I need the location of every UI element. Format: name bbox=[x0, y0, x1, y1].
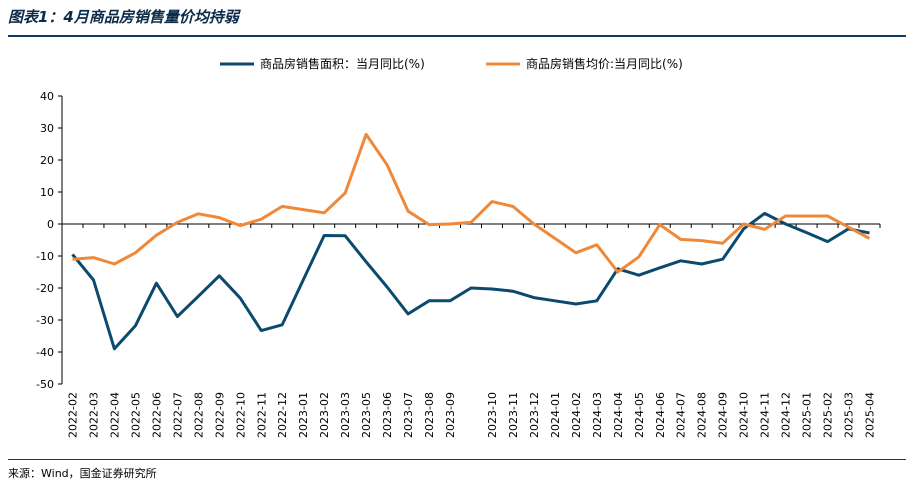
y-tick-label: 10 bbox=[40, 186, 54, 199]
y-tick-label: 30 bbox=[40, 122, 54, 135]
x-tick-label: 2022-07 bbox=[171, 392, 184, 438]
series-line-2 bbox=[72, 132, 871, 274]
x-tick-label: 2022-03 bbox=[87, 392, 100, 438]
x-tick-label: 2023-02 bbox=[318, 392, 331, 438]
x-tick-label: 2024-05 bbox=[633, 392, 646, 438]
series-lines bbox=[71, 132, 871, 351]
x-tick-label: 2024-11 bbox=[759, 392, 772, 438]
x-tick-label: 2025-03 bbox=[843, 392, 856, 438]
y-tick-label: -20 bbox=[36, 282, 54, 295]
y-tick-label: -30 bbox=[36, 314, 54, 327]
x-tick-label: 2022-09 bbox=[213, 392, 226, 438]
x-tick-label: 2022-12 bbox=[276, 392, 289, 438]
x-tick-label: 2025-02 bbox=[822, 392, 835, 438]
y-tick-label: -40 bbox=[36, 346, 54, 359]
y-tick-label: 40 bbox=[40, 90, 54, 103]
x-tick-label: 2022-08 bbox=[192, 392, 205, 438]
x-tick-label: 2024-09 bbox=[717, 392, 730, 438]
x-tick-label: 2025-04 bbox=[864, 392, 877, 438]
x-tick-label: 2023-08 bbox=[423, 392, 436, 438]
y-tick-label: -10 bbox=[36, 250, 54, 263]
x-tick-label: 2024-02 bbox=[570, 392, 583, 438]
x-axis: 2022-02 2022-03 2022-04 2022-05 2022-06 2022-… bbox=[61, 223, 881, 438]
x-tick-label: 2023-12 bbox=[528, 392, 541, 438]
x-tick-label: 2024-07 bbox=[675, 392, 688, 438]
x-tick-label: 2023-07 bbox=[402, 392, 415, 438]
x-tick-label: 2022-05 bbox=[129, 392, 142, 438]
y-axis: 40 30 20 10 0 -10 -20 -30 -40 -50 bbox=[36, 90, 63, 391]
chart-title: 图表1：4月商品房销售量价均持弱 bbox=[8, 8, 239, 26]
x-tick-label: 2025-01 bbox=[801, 392, 814, 438]
y-tick-label: 20 bbox=[40, 154, 54, 167]
x-tick-label: 2023-10 bbox=[486, 392, 499, 438]
x-tick-label: 2022-06 bbox=[150, 392, 163, 438]
x-tick-label: 2023-06 bbox=[381, 392, 394, 438]
x-tick-label: 2024-04 bbox=[612, 392, 625, 438]
x-tick-label: 2023-03 bbox=[339, 392, 352, 438]
series-line-1 bbox=[71, 211, 870, 351]
x-tick-label: 2024-01 bbox=[549, 392, 562, 438]
x-tick-label: 2024-12 bbox=[780, 392, 793, 438]
x-tick-label: 2024-10 bbox=[738, 392, 751, 438]
x-tick-label: 2022-04 bbox=[108, 392, 121, 438]
x-tick-label: 2023-05 bbox=[360, 392, 373, 438]
y-tick-label: -50 bbox=[36, 378, 54, 391]
x-tick-label: 2023-11 bbox=[507, 392, 520, 438]
source-note: 来源：Wind，国金证券研究所 bbox=[8, 467, 157, 480]
x-tick-label: 2024-06 bbox=[654, 392, 667, 438]
x-tick-label: 2024-03 bbox=[591, 392, 604, 438]
x-tick-label: 2024-08 bbox=[696, 392, 709, 438]
legend-label: 商品房销售均价:当月同比(%) bbox=[526, 56, 683, 71]
y-tick-label: 0 bbox=[47, 218, 54, 231]
x-tick-label: 2023-09 bbox=[444, 392, 457, 438]
x-tick-label: 2022-10 bbox=[234, 392, 247, 438]
legend: 商品房销售面积：当月同比(%) 商品房销售均价:当月同比(%) bbox=[220, 56, 683, 71]
title-rule bbox=[8, 35, 906, 37]
x-tick-label: 2022-11 bbox=[255, 392, 268, 438]
legend-label: 商品房销售面积：当月同比(%) bbox=[260, 56, 425, 71]
x-tick-label: 2022-02 bbox=[66, 392, 79, 438]
footer-rule bbox=[8, 459, 906, 460]
x-tick-label: 2023-01 bbox=[297, 392, 310, 438]
